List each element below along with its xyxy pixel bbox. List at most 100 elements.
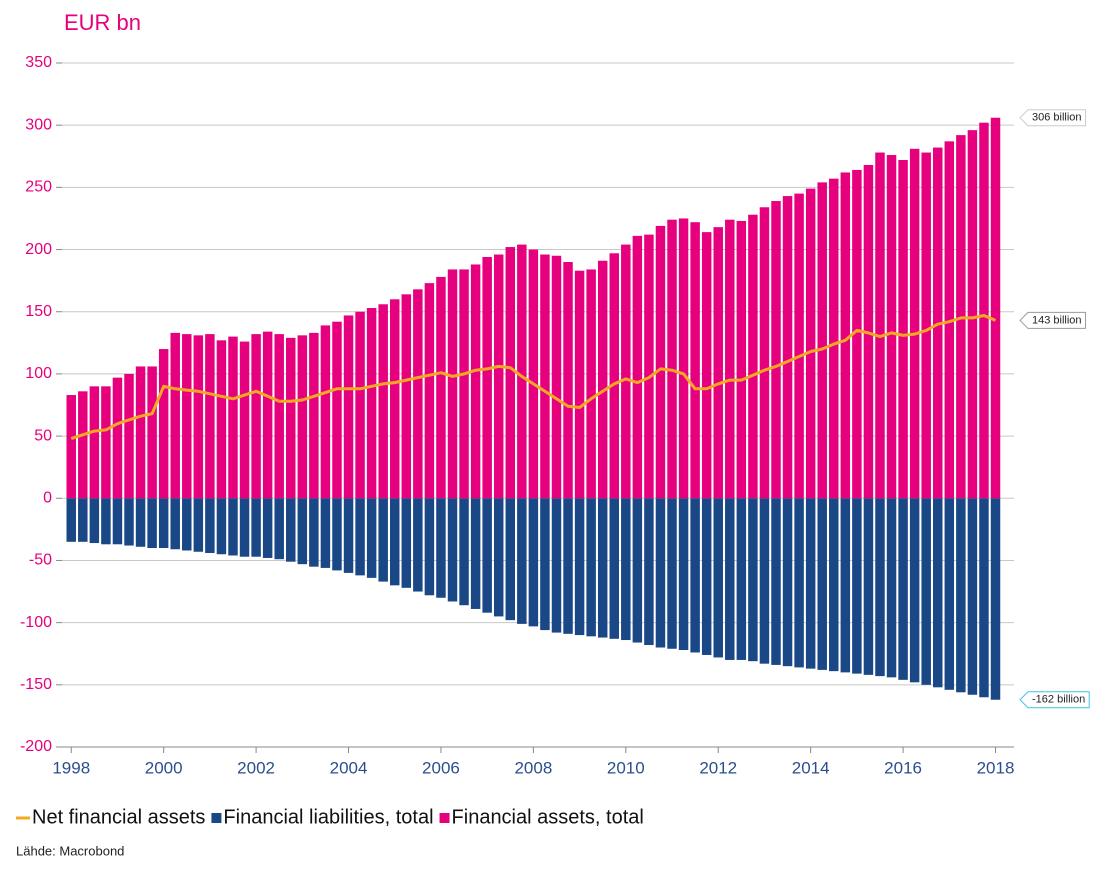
bar [759,498,770,664]
bar [78,498,88,542]
y-tick-label: -50 [29,552,52,569]
bar [320,325,331,499]
bar [621,244,631,499]
bar [817,182,827,499]
bar [863,498,874,675]
bar [644,498,654,646]
bar [551,498,562,633]
bar [609,498,619,639]
y-tick-label: 0 [43,489,52,506]
end-label: 306 billion [1019,109,1087,127]
bar [239,341,250,499]
bar [944,498,955,690]
bar [551,255,562,499]
bar [366,498,377,578]
bar [517,244,527,499]
bar [447,269,458,499]
y-tick-label: 200 [25,241,52,258]
bar [621,498,631,641]
bar [436,498,446,598]
bar [725,498,735,660]
bar [540,498,550,631]
bar [286,337,296,499]
bar [782,196,793,499]
source: Lähde: Macrobond [16,843,124,858]
bar [933,498,943,688]
bar [540,254,550,499]
bar [274,334,284,499]
bar [586,269,596,499]
bar [216,340,227,499]
bar [505,247,516,499]
bar [262,331,273,499]
x-tick-label: 2006 [422,758,460,777]
bar [66,498,76,542]
bar [979,122,989,499]
bar [228,336,238,499]
bar [805,188,816,499]
bar [840,498,851,673]
x-tick-label: 2002 [237,758,275,777]
bar [840,172,851,499]
bar [528,249,539,499]
bar [875,498,885,677]
bar [447,498,458,602]
bar [482,498,492,613]
bar [355,311,365,499]
bar [748,498,758,662]
bar [390,498,400,586]
bar [424,498,435,596]
legend-marker [211,813,222,823]
end-label: -162 billion [1019,691,1090,709]
x-tick-label: 2014 [792,758,830,777]
bar [66,395,76,499]
bar [390,299,400,499]
end-label-text: -162 billion [1032,694,1085,706]
bar [147,366,157,499]
bar [852,498,862,674]
bar [748,214,758,499]
bar [401,498,412,588]
bar [898,498,908,680]
bar [470,264,481,499]
bar [898,160,908,499]
bar [124,373,134,499]
bar [794,193,804,499]
bar [852,169,862,499]
bar [378,304,388,499]
bar [574,498,585,636]
bar [528,498,539,627]
bar [170,498,180,550]
bar [736,220,747,499]
bar [921,498,931,685]
legend-label: Financial assets, total [452,806,644,828]
bar [944,141,955,499]
bar [124,498,134,546]
bar [574,270,585,499]
legend-marker [439,813,450,823]
bar [205,334,215,499]
bar [909,148,920,499]
bar [909,498,920,683]
bar [921,152,931,499]
bar [655,225,666,499]
bar [667,498,677,649]
bar [701,232,712,499]
bar [967,130,978,499]
bar [309,332,319,499]
x-tick-label: 2012 [699,758,737,777]
bar [413,498,423,592]
x-tick-label: 2010 [607,758,645,777]
bar [690,222,700,499]
bar [205,498,215,553]
bar [112,498,123,545]
y-tick-label: 300 [25,116,52,133]
bar [78,391,88,499]
bar [332,321,342,499]
bar [459,269,469,499]
bar [829,178,839,499]
legend-label: Net financial assets [32,806,205,828]
bar [262,498,273,558]
y-tick-label: -200 [20,738,52,755]
bar [158,498,169,549]
